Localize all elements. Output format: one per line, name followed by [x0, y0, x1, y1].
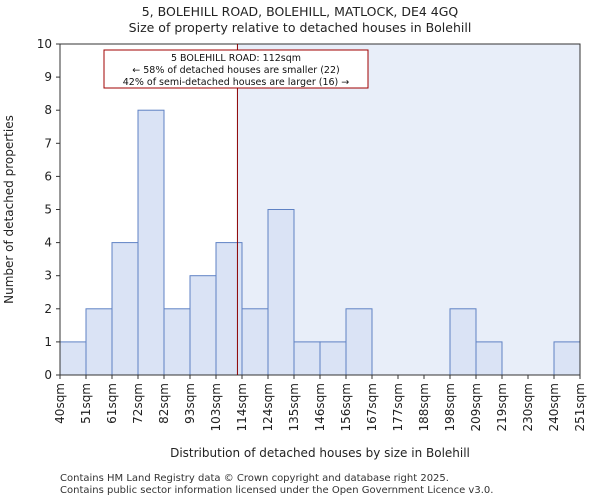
y-tick-label: 5: [44, 203, 52, 217]
y-axis-label: Number of detached properties: [2, 115, 16, 304]
x-tick-label: 103sqm: [209, 383, 223, 431]
y-tick-label: 8: [44, 103, 52, 117]
x-tick-label: 72sqm: [131, 383, 145, 424]
histogram-bar: [59, 341, 87, 376]
x-tick-label: 188sqm: [417, 383, 431, 431]
x-tick-label: 209sqm: [469, 383, 483, 431]
x-tick-label: 124sqm: [261, 383, 275, 431]
x-tick-label: 198sqm: [443, 383, 457, 431]
y-tick-label: 7: [44, 136, 52, 150]
x-tick-label: 240sqm: [547, 383, 561, 431]
annotation-line: 42% of semi-detached houses are larger (…: [123, 77, 350, 88]
histogram-bar: [241, 308, 269, 376]
annotation-line: 5 BOLEHILL ROAD: 112sqm: [171, 53, 301, 64]
y-tick-label: 3: [44, 269, 52, 283]
x-tick-label: 51sqm: [79, 383, 93, 424]
histogram-bar: [449, 308, 477, 376]
y-tick-label: 2: [44, 302, 52, 316]
x-tick-label: 156sqm: [339, 383, 353, 431]
highlight-region: [237, 44, 580, 375]
y-tick-label: 0: [44, 368, 52, 382]
chart-title: 5, BOLEHILL ROAD, BOLEHILL, MATLOCK, DE4…: [141, 4, 459, 19]
y-tick-label: 6: [44, 169, 52, 183]
histogram-bar: [215, 242, 243, 376]
annotation-box: [103, 49, 369, 89]
x-tick-label: 219sqm: [495, 383, 509, 431]
histogram-bar: [189, 275, 217, 376]
histogram-bar: [267, 209, 295, 376]
histogram-bar: [293, 341, 321, 376]
x-tick-label: 146sqm: [313, 383, 327, 431]
x-axis-label: Distribution of detached houses by size …: [170, 446, 470, 460]
x-tick-label: 40sqm: [53, 383, 67, 424]
y-tick-label: 4: [44, 236, 52, 250]
y-tick-label: 1: [44, 335, 52, 349]
x-tick-label: 61sqm: [105, 383, 119, 424]
histogram-bar: [475, 341, 503, 376]
x-tick-label: 93sqm: [183, 383, 197, 424]
x-tick-label: 167sqm: [365, 383, 379, 431]
annotation-line: ← 58% of detached houses are smaller (22…: [132, 65, 339, 76]
x-tick-label: 135sqm: [287, 383, 301, 431]
y-tick-label: 9: [44, 70, 52, 84]
x-tick-label: 177sqm: [391, 383, 405, 431]
histogram-bar: [319, 341, 347, 376]
x-tick-label: 230sqm: [521, 383, 535, 431]
histogram-bar: [111, 242, 139, 376]
histogram-bar: [345, 308, 373, 376]
histogram-bar: [137, 109, 165, 376]
histogram-bar: [163, 308, 191, 376]
x-tick-label: 82sqm: [157, 383, 171, 424]
x-tick-label: 114sqm: [235, 383, 249, 431]
chart-subtitle: Size of property relative to detached ho…: [128, 20, 472, 35]
y-tick-label: 10: [37, 37, 52, 51]
histogram-bar: [553, 341, 581, 376]
x-tick-label: 251sqm: [573, 383, 587, 431]
footer-attribution-2: Contains public sector information licen…: [60, 485, 494, 496]
histogram-bar: [85, 308, 113, 376]
footer-attribution-1: Contains HM Land Registry data © Crown c…: [60, 473, 449, 484]
